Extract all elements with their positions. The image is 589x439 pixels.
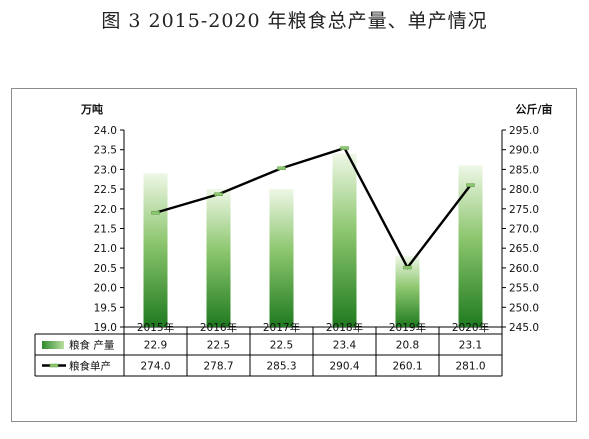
right-axis-tick-label: 265.0: [509, 243, 539, 255]
left-axis-tick-label: 24.0: [94, 125, 117, 137]
right-axis-tick-label: 280.0: [509, 184, 539, 196]
x-axis-category-label: 2019年: [389, 321, 426, 334]
legend-swatch-bar: [42, 341, 64, 349]
legend-swatch-marker: [49, 363, 59, 368]
line-point-marker: [466, 183, 475, 187]
left-axis-tick-label: 21.5: [94, 224, 117, 236]
left-axis-tick-label: 22.5: [94, 184, 117, 196]
chart-frame: 19.0 19.5 20.0 20.5 21.0 21.5 22.0 22.5 23.0 23.5…: [11, 88, 577, 422]
left-axis-tick-label: 19.5: [94, 302, 117, 314]
legend-label-line: 粮食单产: [69, 360, 111, 373]
bar-grain-output: [206, 189, 231, 327]
left-axis-tick-label: 23.0: [94, 164, 117, 176]
right-axis-tick-label: 295.0: [509, 125, 539, 137]
left-axis-unit-label: 万吨: [80, 102, 103, 116]
line-yield-per-mu: [155, 146, 472, 270]
line-point-marker: [403, 265, 412, 270]
left-axis-tick-label: 21.0: [94, 243, 117, 255]
data-label-yield: 290.4: [329, 361, 359, 373]
right-axis-tick-label: 255.0: [509, 283, 539, 295]
data-label-yield: 281.0: [455, 361, 485, 373]
right-axis-tick-label: 260.0: [509, 263, 539, 275]
data-label-yield: 278.7: [203, 361, 233, 373]
right-axis-tick-label: 250.0: [509, 302, 539, 314]
left-axis-tick-label: 20.0: [94, 283, 117, 295]
x-axis-category-label: 2016年: [200, 321, 237, 334]
line-point-marker: [214, 192, 223, 196]
legend-label-bar: 粮食 产量: [69, 339, 115, 352]
data-label-grain-output: 23.4: [333, 340, 357, 352]
right-axis-tick-label: 290.0: [509, 145, 539, 157]
line-point-marker: [340, 146, 349, 150]
data-label-grain-output: 22.5: [270, 340, 293, 352]
right-axis-unit-label: 公斤/亩: [515, 102, 552, 116]
right-axis-tick-label: 275.0: [509, 204, 539, 216]
x-axis-category-label: 2015年: [137, 321, 174, 334]
x-axis-category-label: 2018年: [326, 321, 363, 334]
right-axis-tick-label: 285.0: [509, 164, 539, 176]
left-axis-tick-label: 23.5: [94, 145, 117, 157]
left-axis-tick-label: 20.5: [94, 263, 117, 275]
chart: 19.0 19.5 20.0 20.5 21.0 21.5 22.0 22.5 23.0 23.5…: [34, 102, 553, 377]
data-label-yield: 285.3: [266, 361, 296, 373]
data-label-grain-output: 22.9: [144, 340, 167, 352]
bar-grain-output: [458, 165, 483, 327]
data-label-grain-output: 20.8: [396, 340, 419, 352]
right-axis-tick-label: 245.0: [509, 322, 539, 334]
bar-grain-output: [269, 189, 294, 327]
data-label-yield: 274.0: [140, 361, 170, 373]
data-label-grain-output: 23.1: [459, 340, 482, 352]
line-point-marker: [277, 166, 286, 170]
bar-grain-output: [143, 173, 168, 327]
bar-grain-output: [332, 153, 357, 327]
x-axis-category-label: 2017年: [263, 321, 300, 334]
line-point-marker: [151, 210, 160, 215]
left-axis-tick-label: 22.0: [94, 204, 117, 216]
x-axis-category-label: 2020年: [452, 321, 489, 334]
page-title: 图 3 2015-2020 年粮食总产量、单产情况: [101, 10, 488, 32]
left-axis-tick-label: 19.0: [94, 322, 117, 334]
right-axis-tick-label: 270.0: [509, 224, 539, 236]
data-label-yield: 260.1: [392, 361, 422, 373]
data-label-grain-output: 22.5: [207, 340, 230, 352]
